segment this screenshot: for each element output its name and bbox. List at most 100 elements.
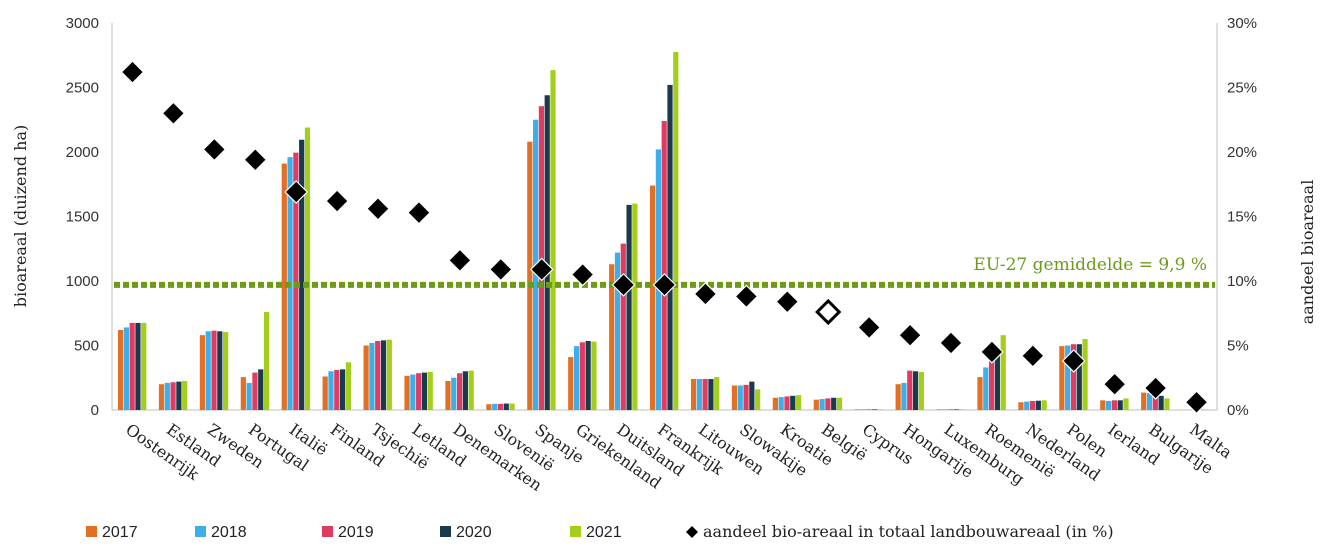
bar-2017-Polen bbox=[1059, 346, 1065, 410]
bar-2017-Roemenië bbox=[977, 377, 983, 410]
bar-2021-Ierland bbox=[1123, 398, 1129, 410]
share-marker-Griekenland bbox=[570, 262, 595, 287]
bar-2020-Denemarken bbox=[462, 371, 468, 410]
bar-2017-Luxemburg bbox=[936, 409, 942, 410]
share-marker-Denemarken bbox=[448, 248, 472, 273]
bar-2020-Estland bbox=[176, 381, 182, 410]
bar-2018-Nederland bbox=[1024, 401, 1030, 410]
bar-2021-Finland bbox=[345, 362, 351, 410]
bar-2020-Slovenië bbox=[503, 403, 509, 410]
bar-2021-Portugal bbox=[263, 311, 270, 410]
bar-2020-Cyprus bbox=[872, 409, 878, 410]
bar-2020-Bulgarije bbox=[1158, 395, 1164, 410]
bar-2021-Estland bbox=[182, 380, 188, 410]
bar-2020-Kroatie bbox=[790, 395, 796, 410]
bar-2020-Frankrijk bbox=[667, 84, 673, 411]
share-marker-Luxemburg bbox=[939, 331, 963, 355]
share-marker-Malta bbox=[1184, 390, 1209, 415]
bar-2021-Hongarije bbox=[918, 371, 924, 410]
bar-2019-Griekenland bbox=[579, 342, 585, 410]
share-marker-Hongarije bbox=[898, 323, 922, 348]
share-marker-Nederland bbox=[1020, 343, 1045, 368]
bar-2021-Slovenië bbox=[509, 403, 515, 410]
left-axis-ticks: 0 500 1000 1500 2000 2500 3000 bbox=[66, 15, 99, 419]
bar-2019-Estland bbox=[170, 382, 176, 410]
bar-2018-Polen bbox=[1065, 345, 1071, 410]
bar-2017-Denemarken bbox=[445, 380, 451, 410]
share-marker-Italië bbox=[284, 180, 309, 204]
bar-2019-Oostenrijk bbox=[129, 322, 135, 410]
bar-2018-Zweden bbox=[205, 331, 211, 410]
bar-2017-Slowakije bbox=[731, 385, 738, 410]
bar-2017-Finland bbox=[322, 376, 328, 410]
bar-2020-Zweden bbox=[217, 331, 223, 410]
bar-2020-België bbox=[831, 397, 837, 410]
right-tick-label: 20% bbox=[1227, 144, 1257, 161]
bar-2019-Tsjechië bbox=[375, 340, 381, 410]
bar-2018-Hongarije bbox=[901, 382, 907, 410]
share-marker-Cyprus bbox=[857, 315, 881, 340]
bar-2021-Duitsland bbox=[632, 203, 638, 410]
right-tick-label: 5% bbox=[1227, 338, 1249, 355]
bar-2017-Nederland bbox=[1018, 402, 1024, 410]
bar-2017-België bbox=[813, 399, 819, 410]
bar-2021-Polen bbox=[1082, 339, 1088, 410]
bar-2017-Griekenland bbox=[568, 357, 574, 410]
bar-2018-Roemenië bbox=[983, 367, 989, 410]
bar-2021-Cyprus bbox=[877, 409, 884, 410]
bar-2020-Letland bbox=[421, 372, 428, 410]
share-marker-Estland bbox=[161, 101, 186, 126]
bar-2019-Frankrijk bbox=[661, 121, 667, 410]
share-marker-Kroatie bbox=[775, 289, 800, 314]
share-marker-Slovenië bbox=[488, 257, 513, 282]
bar-2021-Roemenië bbox=[1000, 335, 1006, 410]
bar-2017-Slovenië bbox=[486, 404, 492, 410]
bar-2021-Frankrijk bbox=[673, 52, 679, 411]
share-marker-Spanje bbox=[529, 257, 554, 282]
bar-2019-Slovenië bbox=[497, 403, 504, 410]
bar-2018-Kroatie bbox=[778, 397, 784, 410]
bar-2019-Luxemburg bbox=[948, 409, 954, 410]
bar-2018-Tsjechië bbox=[369, 342, 375, 410]
bar-2020-Ierland bbox=[1117, 400, 1123, 410]
bar-2020-Italië bbox=[299, 139, 305, 410]
bar-2017-Kroatie bbox=[772, 397, 778, 410]
bar-2020-Nederland bbox=[1035, 400, 1041, 410]
legend-swatch-2018 bbox=[195, 526, 206, 537]
bar-2021-Oostenrijk bbox=[141, 322, 147, 410]
right-axis-ticks: 0% 5% 10% 15% 20% 25% 30% bbox=[1227, 15, 1257, 419]
bar-2018-Denemarken bbox=[451, 377, 457, 410]
bar-2018-Duitsland bbox=[614, 252, 621, 410]
bar-2021-België bbox=[836, 397, 843, 410]
bar-2017-Bulgarije bbox=[1141, 392, 1147, 410]
share-marker-Bulgarije bbox=[1143, 376, 1168, 400]
bar-2018-Letland bbox=[410, 374, 416, 410]
share-marker-Oostenrijk bbox=[120, 60, 145, 84]
bar-2018-Litouwen bbox=[696, 379, 702, 410]
right-tick-label: 0% bbox=[1227, 402, 1249, 419]
bar-2020-Griekenland bbox=[585, 340, 591, 410]
right-tick-label: 10% bbox=[1227, 273, 1257, 290]
bar-2017-Spanje bbox=[527, 141, 533, 410]
right-tick-label: 15% bbox=[1227, 209, 1257, 226]
bar-2019-Nederland bbox=[1029, 400, 1036, 410]
bar-2020-Polen bbox=[1076, 344, 1082, 410]
bar-2019-Cyprus bbox=[866, 409, 872, 410]
legend-swatch-share bbox=[686, 526, 698, 538]
bar-2020-Duitsland bbox=[626, 204, 632, 410]
bar-2018-Slovenië bbox=[492, 403, 498, 410]
share-marker-Finland bbox=[325, 189, 349, 213]
legend-label-share: aandeel bio-areaal in totaal landbouware… bbox=[703, 522, 1114, 541]
bar-2017-Duitsland bbox=[609, 264, 615, 410]
bar-2020-Luxemburg bbox=[953, 409, 960, 410]
bar-2020-Roemenië bbox=[994, 349, 1001, 410]
bar-2021-Bulgarije bbox=[1164, 398, 1170, 410]
bar-2020-Spanje bbox=[544, 95, 550, 411]
bar-2019-België bbox=[825, 398, 831, 410]
left-tick-label: 3000 bbox=[66, 15, 99, 32]
bar-2018-Oostenrijk bbox=[123, 327, 129, 410]
share-marker-Ierland bbox=[1102, 372, 1127, 397]
category-labels: OostenrijkEstlandZwedenPortugalItaliëFin… bbox=[122, 420, 1236, 495]
bar-2019-Kroatie bbox=[784, 396, 790, 410]
bar-2020-Finland bbox=[339, 369, 346, 410]
